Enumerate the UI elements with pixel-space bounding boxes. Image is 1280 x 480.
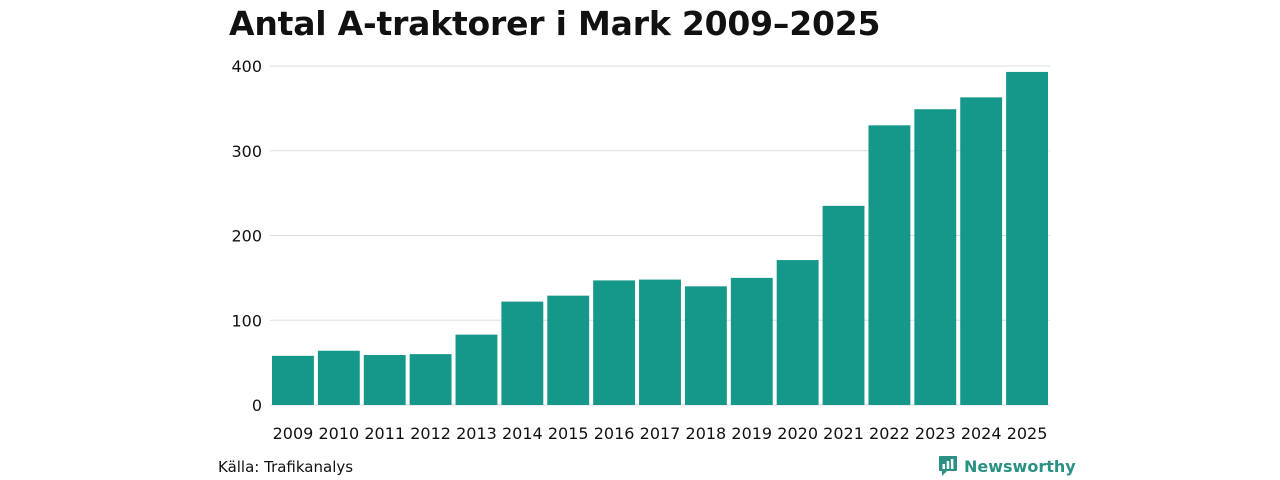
bar-2019	[730, 277, 773, 405]
bar-2025	[1006, 71, 1048, 406]
bar-2018	[684, 286, 727, 405]
x-tick-label: 2022	[869, 424, 910, 443]
x-tick-label: 2023	[915, 424, 956, 443]
y-tick-label: 300	[231, 142, 262, 161]
bar-2011	[363, 354, 406, 405]
y-tick-label: 100	[231, 311, 262, 330]
x-tick-label: 2016	[594, 424, 635, 443]
chart-title: Antal A-traktorer i Mark 2009–2025	[229, 4, 881, 43]
x-tick-label: 2018	[686, 424, 727, 443]
bar-2012	[409, 354, 452, 405]
x-tick-label: 2025	[1007, 424, 1048, 443]
bar-2014	[501, 301, 544, 405]
x-tick-label: 2011	[364, 424, 405, 443]
x-tick-label: 2020	[777, 424, 818, 443]
bar-2024	[960, 97, 1003, 406]
bar-chart-badge-icon	[939, 456, 957, 476]
bar-2013	[455, 334, 498, 405]
x-tick-label: 2010	[318, 424, 359, 443]
brand-logo: Newsworthy	[938, 455, 1076, 477]
x-tick-label: 2013	[456, 424, 497, 443]
x-tick-label: 2012	[410, 424, 451, 443]
bar-2009	[272, 355, 314, 405]
x-tick-label: 2009	[273, 424, 314, 443]
x-tick-label: 2024	[961, 424, 1002, 443]
bar-2016	[593, 280, 636, 405]
bar-2023	[914, 109, 957, 405]
bar-2017	[639, 279, 681, 405]
source-note: Källa: Trafikanalys	[218, 458, 354, 476]
brand-name: Newsworthy	[964, 456, 1076, 476]
x-axis-ticks: 2009 2010 2011 2012 2013 2014 2015 2016 2017 2018…	[273, 424, 1048, 443]
y-tick-label: 0	[252, 396, 262, 415]
bar-2015	[547, 295, 590, 405]
x-tick-label: 2017	[640, 424, 681, 443]
bar-2020	[776, 260, 819, 405]
bar-2021	[822, 205, 865, 405]
y-tick-label: 400	[231, 57, 262, 76]
bar-2022	[868, 125, 911, 405]
y-axis-ticks: 0 100 200 300 400	[231, 57, 262, 415]
x-tick-label: 2019	[731, 424, 772, 443]
x-tick-label: 2021	[823, 424, 864, 443]
y-tick-label: 200	[231, 227, 262, 246]
bar-2010	[317, 350, 360, 405]
x-tick-label: 2015	[548, 424, 589, 443]
bars	[272, 71, 1048, 406]
x-tick-label: 2014	[502, 424, 543, 443]
